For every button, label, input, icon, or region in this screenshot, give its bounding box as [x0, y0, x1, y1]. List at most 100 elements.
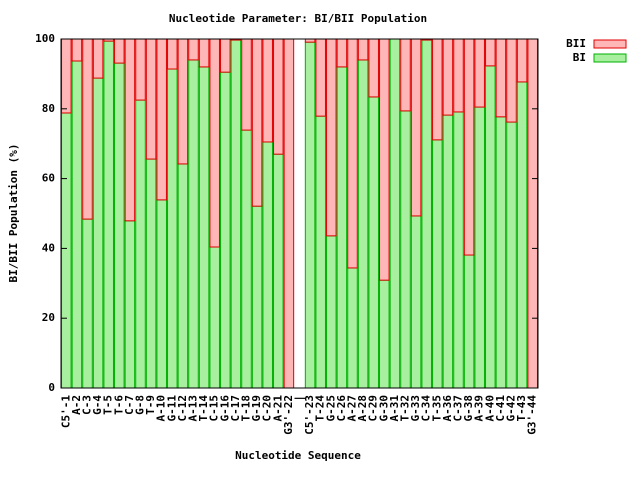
bar-segment — [389, 38, 401, 389]
bar-segment — [167, 38, 178, 70]
x-tick-label: C-20 — [261, 395, 274, 422]
bar-segment — [61, 112, 72, 389]
x-tick-label: C5'-1 — [59, 395, 72, 428]
bar-segment — [516, 81, 528, 389]
bar-segment — [463, 38, 475, 256]
bar-segment — [220, 38, 231, 73]
bar-segment — [453, 111, 464, 389]
bar-segment — [156, 199, 167, 389]
bar-segment — [506, 38, 517, 123]
bar-segment — [485, 38, 496, 67]
x-tick-label: C5'-23 — [303, 395, 316, 435]
x-tick-label: G-8 — [134, 395, 147, 415]
bar-segment — [251, 205, 263, 389]
x-tick-label: G3'-22 — [282, 395, 295, 435]
x-tick-label: C-34 — [420, 395, 433, 422]
bar-segment — [410, 38, 422, 217]
bar-segment — [315, 38, 326, 117]
x-tick-label: A-10 — [155, 395, 168, 422]
y-axis-label: BI/BII Population (%) — [7, 143, 20, 282]
x-tick-label: A-39 — [473, 395, 486, 422]
x-tick-label: G-19 — [250, 395, 263, 422]
bar-segment — [357, 59, 369, 389]
bar-segment — [326, 235, 337, 389]
bar-segment — [71, 60, 83, 389]
x-tick-label: T-24 — [314, 395, 327, 422]
chart-title: Nucleotide Parameter: BI/BII Population — [169, 12, 427, 25]
bar-segment — [188, 38, 199, 61]
x-tick-label: C-3 — [81, 395, 94, 415]
bar-segment — [347, 267, 358, 389]
bar-segment — [442, 38, 454, 116]
x-tick-label: T-14 — [197, 395, 210, 422]
x-tick-label: G-42 — [505, 395, 518, 422]
bar-segment — [336, 66, 348, 389]
bar-segment — [262, 38, 273, 143]
x-tick-label: C-41 — [494, 395, 507, 422]
x-tick-label: A-27 — [346, 395, 359, 422]
bar-segment — [432, 38, 443, 141]
x-tick-label: A-21 — [271, 395, 284, 422]
x-tick-label: G-38 — [462, 395, 475, 422]
x-tick-label: T-32 — [399, 395, 412, 422]
bar-segment — [474, 106, 485, 389]
bar-segment — [198, 66, 210, 389]
x-tick-label: C-29 — [367, 395, 380, 422]
bar-segment — [209, 246, 220, 389]
bar-segment — [135, 99, 146, 389]
bar-segment — [400, 110, 411, 389]
bar-segment — [177, 163, 189, 389]
bar-segment — [198, 38, 210, 68]
bar-segment — [347, 38, 358, 269]
bar-segment — [124, 38, 136, 222]
bar-segment — [145, 158, 157, 389]
bar-segment — [495, 116, 507, 389]
bar-segment — [527, 38, 538, 389]
x-tick-label: G-11 — [165, 395, 178, 422]
bar-segment — [114, 38, 125, 64]
legend-swatch — [593, 39, 627, 49]
bar-segment — [241, 129, 252, 389]
y-tick-label: 100 — [35, 32, 55, 45]
y-tick-label: 80 — [42, 102, 55, 115]
bar-segment — [368, 38, 379, 98]
bar-segment — [326, 38, 337, 237]
bar-segment — [273, 38, 284, 155]
bar-segment — [304, 41, 316, 389]
bar-segment — [453, 38, 464, 113]
bar-segment — [485, 65, 496, 389]
x-tick-label: T-9 — [144, 395, 157, 415]
legend-swatch — [593, 53, 627, 63]
bar-segment — [82, 218, 93, 389]
bar-segment — [71, 38, 83, 62]
bar-segment — [114, 62, 125, 389]
x-tick-label: A-31 — [388, 395, 401, 422]
bar-segment — [432, 139, 443, 389]
bar-segment — [357, 38, 369, 61]
bar-segment — [220, 71, 231, 389]
bar-segment — [379, 38, 390, 281]
x-axis-label: Nucleotide Sequence — [235, 449, 361, 462]
bar-segment — [156, 38, 167, 201]
plot-border — [60, 38, 539, 389]
legend-label: BII — [566, 37, 586, 50]
bar-segment — [495, 38, 507, 118]
bar-segment — [463, 254, 475, 389]
x-tick-label: G-16 — [218, 395, 231, 422]
x-tick-label: T-5 — [102, 395, 115, 415]
bar-segment — [410, 215, 422, 389]
x-tick-label: C-12 — [176, 395, 189, 422]
x-tick-label: G3'-44 — [526, 395, 539, 435]
x-tick-label: G-25 — [324, 395, 337, 422]
x-tick-label: G-33 — [409, 395, 422, 422]
y-tick-label: 20 — [42, 311, 55, 324]
bar-segment — [61, 38, 72, 114]
bar-segment — [251, 38, 263, 207]
x-tick-label: C-17 — [229, 395, 242, 422]
bar-segment — [209, 38, 220, 248]
y-tick-label: 0 — [48, 381, 55, 394]
bar-segment — [124, 220, 136, 389]
x-tick-label: A-13 — [187, 395, 200, 422]
bar-segment — [241, 38, 252, 131]
